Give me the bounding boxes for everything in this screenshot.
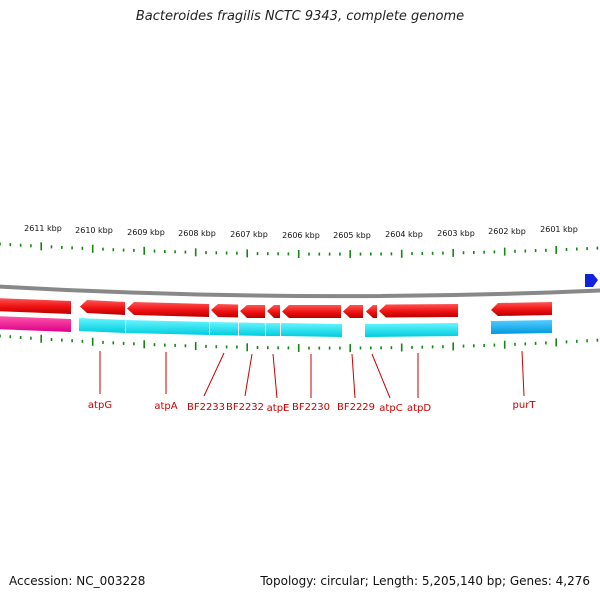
scale-ticks-bottom	[0, 334, 599, 353]
genome-backbone	[0, 284, 600, 299]
scale-labels: 2611 kbp 2610 kbp 2609 kbp 2608 kbp 2607…	[24, 224, 578, 240]
gene-arrow-cds[interactable]	[0, 298, 71, 314]
kbp-label: 2603 kbp	[437, 229, 475, 238]
protein-track	[0, 316, 552, 337]
gene-arrow-BF2229[interactable]	[343, 305, 363, 318]
leader-line	[272, 353, 278, 399]
genome-title: Bacteroides fragilis NCTC 9343, complete…	[135, 9, 465, 24]
gene-arrow-BF2233[interactable]	[211, 304, 238, 318]
leader-line	[244, 353, 253, 397]
feature-bar[interactable]	[79, 318, 125, 333]
gene-label-atpE[interactable]: atpE	[267, 403, 290, 414]
gene-arrow-atpD[interactable]	[379, 304, 458, 318]
gene-label-atpC[interactable]: atpC	[379, 403, 402, 414]
gene-arrow-atpG[interactable]	[80, 300, 125, 315]
gene-label-BF2229[interactable]: BF2229	[337, 402, 375, 413]
kbp-label: 2609 kbp	[127, 228, 165, 237]
feature-bar[interactable]	[239, 322, 265, 337]
cds-track	[0, 298, 552, 318]
gene-label-BF2233[interactable]: BF2233	[187, 402, 225, 413]
gene-label-BF2232[interactable]: BF2232	[226, 402, 264, 413]
gene-arrow-purT[interactable]	[491, 302, 552, 316]
gene-labels: atpG atpA BF2233 BF2232 atpE BF2230 BF22…	[88, 400, 536, 414]
gene-label-purT[interactable]: purT	[513, 400, 537, 411]
feature-bar[interactable]	[0, 316, 71, 332]
scale-ticks-top	[0, 242, 599, 259]
kbp-label: 2605 kbp	[333, 231, 371, 240]
gene-arrow-BF2230[interactable]	[282, 305, 341, 318]
accession-text: Accession: NC_003228	[9, 574, 146, 588]
label-leaders	[99, 350, 525, 399]
feature-bar[interactable]	[210, 322, 238, 336]
gene-label-atpD[interactable]: atpD	[407, 403, 431, 414]
leader-line	[371, 353, 391, 399]
kbp-label: 2611 kbp	[24, 224, 62, 233]
feature-bar[interactable]	[365, 323, 458, 337]
kbp-label: 2610 kbp	[75, 226, 113, 235]
genome-summary-text: Topology: circular; Length: 5,205,140 bp…	[260, 574, 590, 588]
gene-label-atpG[interactable]: atpG	[88, 400, 112, 411]
kbp-label: 2604 kbp	[385, 230, 423, 239]
feature-bar[interactable]	[126, 320, 209, 335]
feature-bar[interactable]	[491, 320, 552, 334]
gene-label-atpA[interactable]: atpA	[154, 401, 177, 412]
gene-label-BF2230[interactable]: BF2230	[292, 402, 330, 413]
feature-bar[interactable]	[266, 323, 280, 336]
leader-line	[203, 352, 225, 397]
gene-arrow-atpA[interactable]	[127, 302, 209, 317]
gene-arrow-atpE[interactable]	[267, 305, 280, 318]
leader-line	[351, 353, 356, 399]
kbp-label: 2606 kbp	[282, 231, 320, 240]
kbp-label: 2601 kbp	[540, 225, 578, 234]
gene-arrow-atpC[interactable]	[366, 305, 377, 318]
strand-marker-icon	[585, 274, 598, 287]
kbp-label: 2608 kbp	[178, 229, 216, 238]
leader-line	[521, 350, 525, 397]
kbp-label: 2607 kbp	[230, 230, 268, 239]
kbp-label: 2602 kbp	[488, 227, 526, 236]
feature-bar[interactable]	[281, 323, 342, 337]
gene-arrow-BF2232[interactable]	[240, 305, 265, 318]
